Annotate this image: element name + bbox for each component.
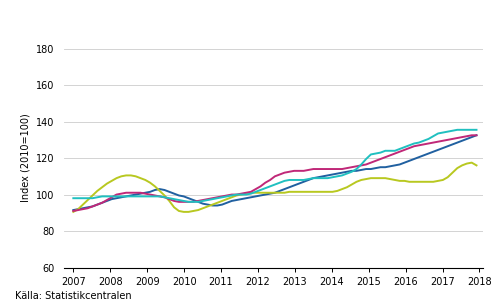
Servicenäringarna totalt (exkl. handel) [195, 200, 201, 204]
Servicenäringarna totalt (exkl. handel) [474, 133, 480, 137]
Text: Källa: Statistikcentralen: Källa: Statistikcentralen [15, 291, 132, 301]
I Hotell- och restaurangverksamhet [474, 133, 480, 137]
I Hotell- och restaurangverksamhet [450, 137, 456, 141]
H Transport och magasinering [474, 164, 480, 167]
Line: H Transport och magasinering: H Transport och magasinering [73, 163, 477, 212]
Line: I Hotell- och restaurangverksamhet: I Hotell- och restaurangverksamhet [73, 135, 477, 211]
Servicenäringarna totalt (exkl. handel) [210, 204, 215, 207]
I Hotell- och restaurangverksamhet [190, 200, 196, 204]
J Informations- och kommunikationsverksamhet [455, 128, 460, 132]
J Informations- och kommunikationsverksamhet [185, 200, 191, 204]
J Informations- och kommunikationsverksamhet [195, 200, 201, 204]
H Transport och magasinering [210, 203, 215, 206]
J Informations- och kommunikationsverksamhet [474, 128, 480, 132]
J Informations- och kommunikationsverksamhet [214, 196, 220, 200]
Servicenäringarna totalt (exkl. handel) [138, 192, 143, 195]
Line: Servicenäringarna totalt (exkl. handel): Servicenäringarna totalt (exkl. handel) [73, 135, 477, 210]
H Transport och magasinering [190, 209, 196, 213]
Line: J Informations- och kommunikationsverksamhet: J Informations- och kommunikationsverksa… [73, 130, 477, 202]
H Transport och magasinering [138, 176, 143, 180]
I Hotell- och restaurangverksamhet [272, 174, 278, 178]
Servicenäringarna totalt (exkl. handel) [70, 208, 76, 212]
J Informations- och kommunikationsverksamhet [200, 199, 206, 203]
H Transport och magasinering [450, 171, 456, 174]
I Hotell- och restaurangverksamhet [195, 199, 201, 203]
H Transport och magasinering [272, 191, 278, 195]
H Transport och magasinering [70, 210, 76, 214]
Servicenäringarna totalt (exkl. handel) [190, 198, 196, 202]
I Hotell- och restaurangverksamhet [138, 191, 143, 195]
H Transport och magasinering [469, 161, 475, 164]
H Transport och magasinering [195, 208, 201, 212]
I Hotell- och restaurangverksamhet [210, 196, 215, 200]
J Informations- och kommunikationsverksamhet [138, 195, 143, 198]
I Hotell- och restaurangverksamhet [469, 133, 475, 137]
J Informations- och kommunikationsverksamhet [277, 181, 282, 185]
Y-axis label: Index (2010=100): Index (2010=100) [20, 114, 30, 202]
Servicenäringarna totalt (exkl. handel) [450, 143, 456, 146]
J Informations- och kommunikationsverksamhet [70, 196, 76, 200]
Servicenäringarna totalt (exkl. handel) [272, 191, 278, 195]
I Hotell- och restaurangverksamhet [70, 209, 76, 213]
J Informations- och kommunikationsverksamhet [459, 128, 465, 132]
